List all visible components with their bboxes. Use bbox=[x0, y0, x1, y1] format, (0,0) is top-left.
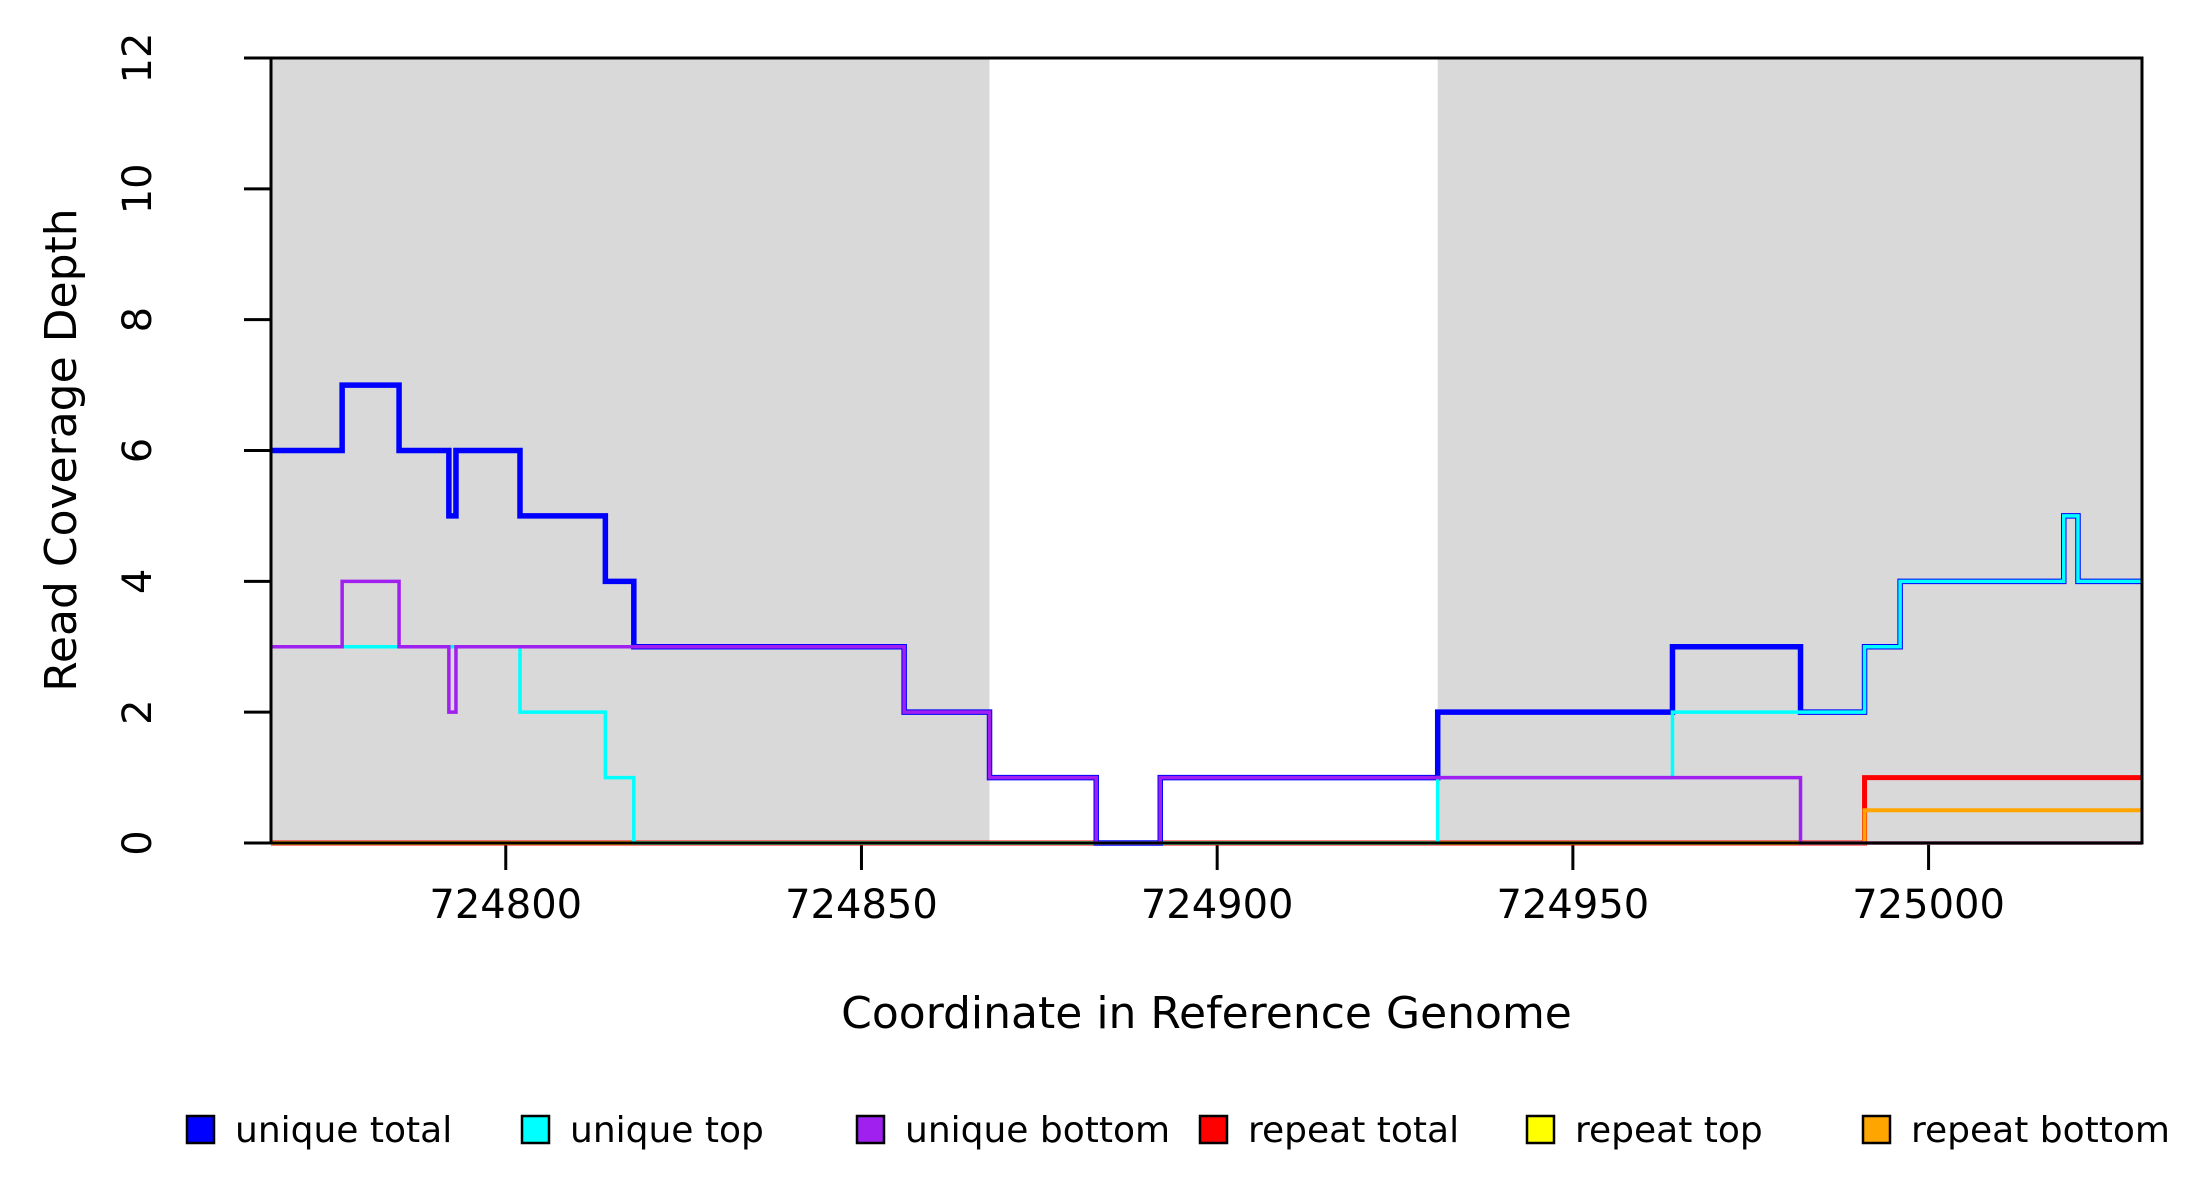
series-line-unique-bottom bbox=[271, 579, 2142, 845]
legend-swatch-repeat-bottom bbox=[1861, 1114, 1892, 1145]
legend-label-repeat-bottom: repeat bottom bbox=[1911, 1110, 2170, 1151]
x-tick-label: 724950 bbox=[1497, 882, 1650, 928]
plot-border bbox=[269, 56, 2144, 845]
legend-swatch-unique-top bbox=[520, 1114, 551, 1145]
y-axis-title: Read Coverage Depth bbox=[36, 208, 87, 692]
x-tick-label: 724800 bbox=[429, 882, 582, 928]
legend-label-repeat-top: repeat top bbox=[1575, 1110, 1763, 1151]
legend-label-repeat-total: repeat total bbox=[1248, 1110, 1459, 1151]
legend-swatch-repeat-total bbox=[1198, 1114, 1229, 1145]
y-tick-label: 2 bbox=[115, 699, 161, 724]
legend-label-unique-bottom: unique bottom bbox=[905, 1110, 1170, 1151]
legend-label-unique-top: unique top bbox=[570, 1110, 764, 1151]
shaded-region-2 bbox=[1437, 58, 2142, 843]
legend-swatch-unique-total bbox=[185, 1114, 216, 1145]
x-tick-label: 724900 bbox=[1141, 882, 1294, 928]
y-tick-label: 10 bbox=[115, 163, 161, 214]
y-tick-label: 6 bbox=[115, 438, 161, 463]
series-line-unique-top bbox=[271, 514, 2142, 845]
y-tick-label: 8 bbox=[115, 307, 161, 332]
x-tick-label: 724850 bbox=[785, 882, 938, 928]
y-tick-label: 4 bbox=[115, 569, 161, 594]
y-tick-label: 12 bbox=[115, 33, 161, 84]
legend-swatch-repeat-top bbox=[1525, 1114, 1556, 1145]
shaded-region-1 bbox=[271, 58, 990, 843]
x-axis-title: Coordinate in Reference Genome bbox=[841, 988, 1572, 1039]
legend-swatch-unique-bottom bbox=[855, 1114, 886, 1145]
x-tick-label: 725000 bbox=[1852, 882, 2005, 928]
legend-label-unique-total: unique total bbox=[235, 1110, 452, 1151]
y-tick-label: 0 bbox=[115, 830, 161, 855]
